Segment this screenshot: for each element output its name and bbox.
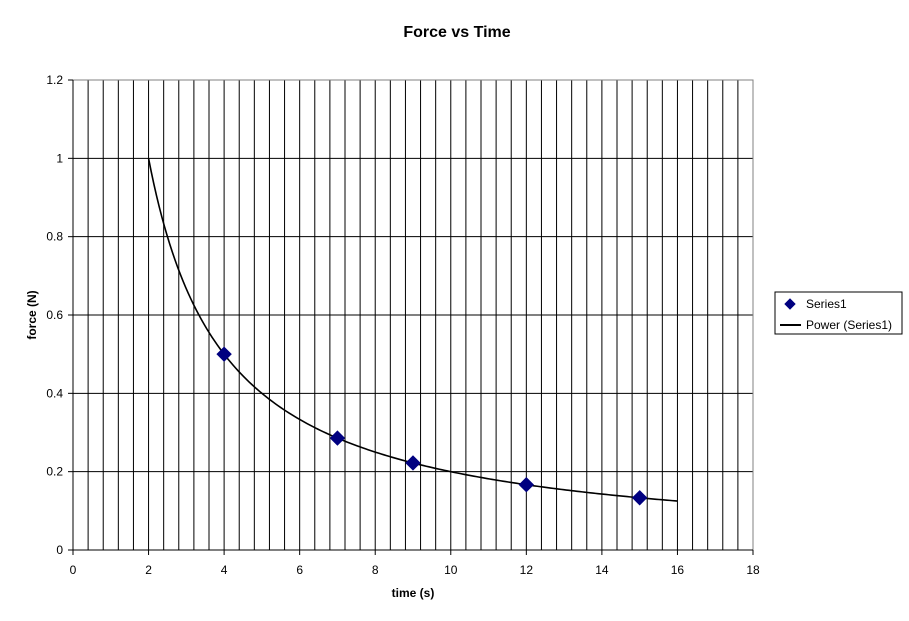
x-tick-label: 4 <box>221 563 228 577</box>
legend-label-series1: Series1 <box>806 297 847 311</box>
legend-label-power-trendline: Power (Series1) <box>806 318 892 332</box>
x-tick-label: 18 <box>746 563 760 577</box>
y-tick-label: 0.8 <box>46 230 63 244</box>
y-axis-label: force (N) <box>25 290 39 339</box>
x-tick-label: 6 <box>296 563 303 577</box>
series1-points <box>216 346 648 506</box>
data-point <box>631 490 648 506</box>
x-tick-label: 16 <box>671 563 685 577</box>
x-tick-label: 14 <box>595 563 609 577</box>
y-tick-label: 0.2 <box>46 465 63 479</box>
x-axis-ticks: 0 2 4 6 8 10 12 14 16 18 <box>70 550 760 577</box>
data-point <box>518 477 535 493</box>
y-tick-label: 1 <box>56 151 63 165</box>
data-point <box>405 455 421 471</box>
y-axis-ticks: 0 0.2 0.4 0.6 0.8 1 1.2 <box>46 73 73 557</box>
x-tick-label: 8 <box>372 563 379 577</box>
data-point <box>216 346 232 362</box>
y-tick-label: 0.6 <box>46 308 63 322</box>
chart-title: Force vs Time <box>403 24 510 41</box>
data-point <box>329 430 346 446</box>
x-tick-label: 2 <box>145 563 152 577</box>
y-tick-label: 1.2 <box>46 73 63 87</box>
legend-marker-diamond-icon <box>784 298 796 310</box>
x-tick-label: 0 <box>70 563 77 577</box>
legend-box <box>774 291 903 335</box>
y-tick-label: 0 <box>56 543 63 557</box>
x-tick-label: 10 <box>444 563 458 577</box>
x-axis-label: time (s) <box>392 586 435 600</box>
x-tick-label: 12 <box>520 563 534 577</box>
legend: Series1 Power (Series1) <box>774 291 903 335</box>
y-tick-label: 0.4 <box>46 386 63 400</box>
